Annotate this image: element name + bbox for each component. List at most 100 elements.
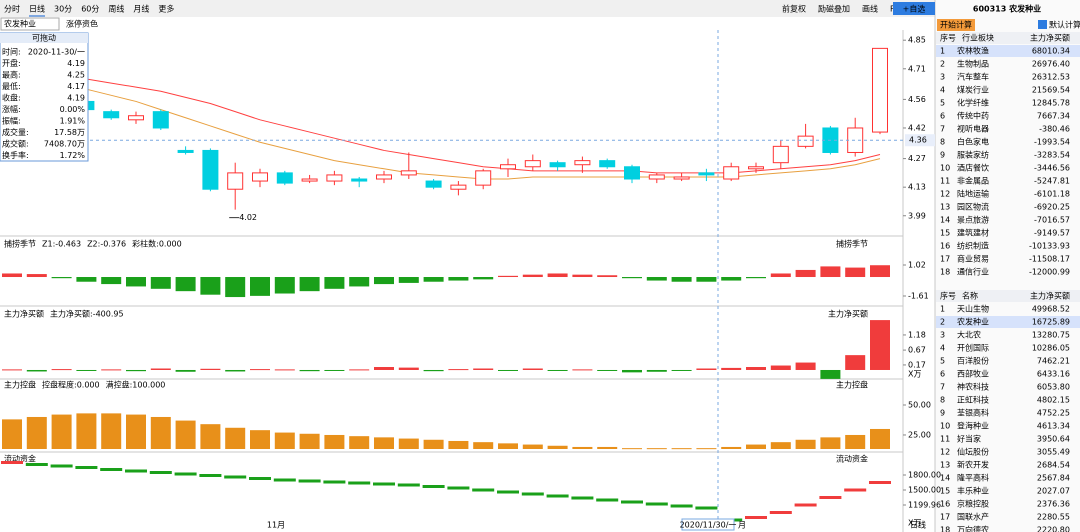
name-cell[interactable]: 景点旅游 (957, 215, 989, 225)
rank-cell[interactable]: 13 (940, 203, 950, 212)
value-cell[interactable]: 2684.54 (1037, 461, 1070, 470)
value-cell[interactable]: 7462.21 (1037, 357, 1070, 366)
value-cell[interactable]: -7016.57 (1034, 216, 1070, 225)
name-cell[interactable]: 农林牧渔 (957, 46, 989, 56)
value-cell[interactable]: 16725.89 (1032, 318, 1070, 327)
rank-cell[interactable]: 7 (940, 125, 945, 134)
rank-cell[interactable]: 17 (940, 255, 950, 264)
name-cell[interactable]: 新农开发 (957, 460, 989, 470)
value-cell[interactable]: 2220.80 (1037, 526, 1070, 532)
rank-cell[interactable]: 18 (940, 268, 950, 277)
value-cell[interactable]: 68010.34 (1032, 47, 1070, 56)
name-cell[interactable]: 神农科技 (957, 382, 989, 392)
checkbox-label[interactable]: 默认计算 (1049, 20, 1080, 30)
rank-cell[interactable]: 2 (940, 60, 945, 69)
name-cell[interactable]: 百洋股份 (957, 356, 989, 366)
rank-cell[interactable]: 3 (940, 73, 945, 82)
value-cell[interactable]: 21569.54 (1032, 86, 1070, 95)
name-cell[interactable]: 传统中药 (957, 111, 989, 121)
period-tab[interactable]: 周线 (108, 4, 124, 14)
value-cell[interactable]: -1993.54 (1034, 138, 1070, 147)
rank-cell[interactable]: 1 (940, 47, 945, 56)
rank-cell[interactable]: 5 (940, 357, 945, 366)
rank-cell[interactable]: 3 (940, 331, 945, 340)
period-tab[interactable]: 日线 (29, 4, 45, 14)
rank-cell[interactable]: 14 (940, 216, 950, 225)
name-cell[interactable]: 纺织制造 (957, 241, 989, 251)
name-cell[interactable]: 开创国际 (957, 343, 989, 353)
value-cell[interactable]: -3283.54 (1034, 151, 1070, 160)
name-cell[interactable]: 商业贸易 (957, 254, 989, 264)
value-cell[interactable]: 6053.80 (1037, 383, 1070, 392)
stock-selector[interactable] (0, 17, 60, 31)
rank-cell[interactable]: 12 (940, 190, 950, 199)
value-cell[interactable]: 3055.49 (1037, 448, 1070, 457)
rank-cell[interactable]: 8 (940, 138, 945, 147)
rank-cell[interactable]: 10 (940, 164, 950, 173)
name-cell[interactable]: 生物制品 (957, 59, 989, 69)
name-cell[interactable]: 正虹科技 (957, 395, 989, 405)
name-cell[interactable]: 国联水产 (957, 512, 989, 522)
rank-cell[interactable]: 11 (940, 435, 950, 444)
rank-cell[interactable]: 17 (940, 513, 950, 522)
rank-cell[interactable]: 16 (940, 242, 950, 251)
calc-button[interactable] (937, 19, 975, 31)
add-favorite-button[interactable] (893, 2, 935, 15)
name-cell[interactable]: 建筑建材 (957, 228, 989, 238)
value-cell[interactable]: 4752.25 (1037, 409, 1070, 418)
value-cell[interactable]: -9149.57 (1034, 229, 1070, 238)
name-cell[interactable]: 通信行业 (957, 267, 989, 277)
toolbar-button[interactable]: 前复权 (782, 4, 806, 14)
value-cell[interactable]: -10133.93 (1029, 242, 1070, 251)
rank-cell[interactable]: 14 (940, 474, 950, 483)
value-cell[interactable]: -6101.18 (1034, 190, 1070, 199)
name-cell[interactable]: 登海种业 (957, 421, 989, 431)
toolbar-button[interactable]: 画线 (862, 4, 878, 14)
value-cell[interactable]: 26976.40 (1032, 60, 1070, 69)
value-cell[interactable]: 3950.64 (1037, 435, 1070, 444)
name-cell[interactable]: 视听电器 (957, 124, 989, 134)
value-cell[interactable]: 2567.84 (1037, 474, 1070, 483)
value-cell[interactable]: 2027.07 (1037, 487, 1070, 496)
name-cell[interactable]: 园区物流 (957, 202, 989, 212)
name-cell[interactable]: 万向德农 (957, 525, 989, 532)
name-cell[interactable]: 酒店餐饮 (957, 163, 989, 173)
rank-cell[interactable]: 13 (940, 461, 950, 470)
name-cell[interactable]: 汽车整车 (957, 72, 989, 82)
rank-cell[interactable]: 5 (940, 99, 945, 108)
rank-cell[interactable]: 7 (940, 383, 945, 392)
value-cell[interactable]: 13280.75 (1032, 331, 1070, 340)
checkbox[interactable] (1038, 20, 1047, 29)
value-cell[interactable]: 4613.34 (1037, 422, 1070, 431)
rank-cell[interactable]: 15 (940, 229, 950, 238)
name-cell[interactable]: 化学纤维 (957, 98, 989, 108)
value-cell[interactable]: 26312.53 (1032, 73, 1070, 82)
value-cell[interactable]: 2376.36 (1037, 500, 1070, 509)
value-cell[interactable]: 2280.55 (1037, 513, 1070, 522)
name-cell[interactable]: 农发种业 (957, 317, 989, 327)
period-tab[interactable]: 更多 (158, 4, 174, 14)
name-cell[interactable]: 仙坛股份 (957, 447, 989, 457)
period-tab[interactable]: 60分 (81, 5, 99, 14)
stock-selector-label[interactable]: 农发种业 (4, 19, 36, 29)
rank-cell[interactable]: 18 (940, 526, 950, 532)
name-cell[interactable]: 陆地运输 (957, 189, 989, 199)
rank-cell[interactable]: 2 (940, 318, 945, 327)
value-cell[interactable]: -380.46 (1039, 125, 1070, 134)
value-cell[interactable]: -5247.81 (1034, 177, 1070, 186)
name-cell[interactable]: 好当家 (957, 434, 981, 444)
value-cell[interactable]: 10286.05 (1032, 344, 1070, 353)
value-cell[interactable]: 49968.52 (1032, 305, 1070, 314)
name-cell[interactable]: 天山生物 (957, 304, 989, 314)
value-cell[interactable]: -11508.17 (1029, 255, 1070, 264)
period-tab[interactable]: 分时 (4, 4, 20, 14)
rank-cell[interactable]: 4 (940, 344, 945, 353)
rank-cell[interactable]: 9 (940, 409, 945, 418)
rank-cell[interactable]: 11 (940, 177, 950, 186)
name-cell[interactable]: 服装家纺 (957, 150, 989, 160)
rank-cell[interactable]: 12 (940, 448, 950, 457)
name-cell[interactable]: 白色家电 (957, 137, 989, 147)
rank-cell[interactable]: 6 (940, 370, 945, 379)
name-cell[interactable]: 西部牧业 (957, 369, 989, 379)
name-cell[interactable]: 非金属品 (957, 176, 989, 186)
